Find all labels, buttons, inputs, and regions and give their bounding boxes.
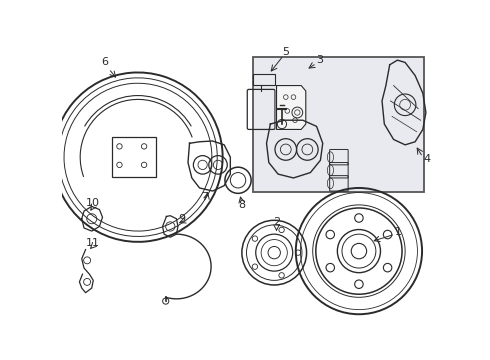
Polygon shape (276, 86, 306, 130)
Bar (253, 57, 424, 192)
Text: 7: 7 (201, 192, 208, 202)
Text: 3: 3 (316, 55, 323, 65)
Text: 4: 4 (423, 154, 430, 164)
Text: 11: 11 (86, 238, 100, 248)
Text: 6: 6 (101, 58, 108, 67)
Bar (253, 74, 275, 85)
Text: 10: 10 (86, 198, 100, 208)
Text: 5: 5 (282, 48, 289, 58)
Text: 9: 9 (178, 214, 185, 224)
Text: 1: 1 (395, 227, 402, 237)
Bar (112, 137, 156, 177)
Text: 8: 8 (238, 200, 245, 210)
Text: 2: 2 (273, 217, 280, 227)
